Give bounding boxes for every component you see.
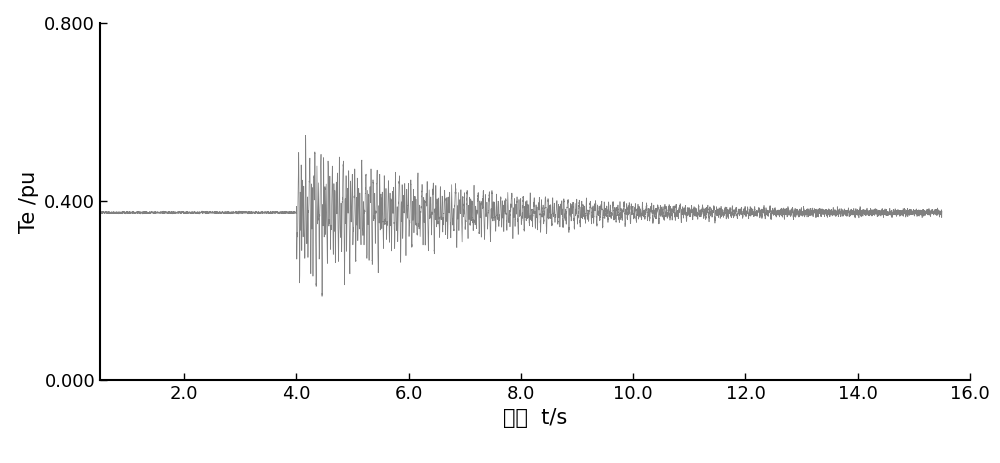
X-axis label: 时间  t/s: 时间 t/s bbox=[503, 408, 567, 428]
Y-axis label: Te /pu: Te /pu bbox=[19, 170, 39, 232]
